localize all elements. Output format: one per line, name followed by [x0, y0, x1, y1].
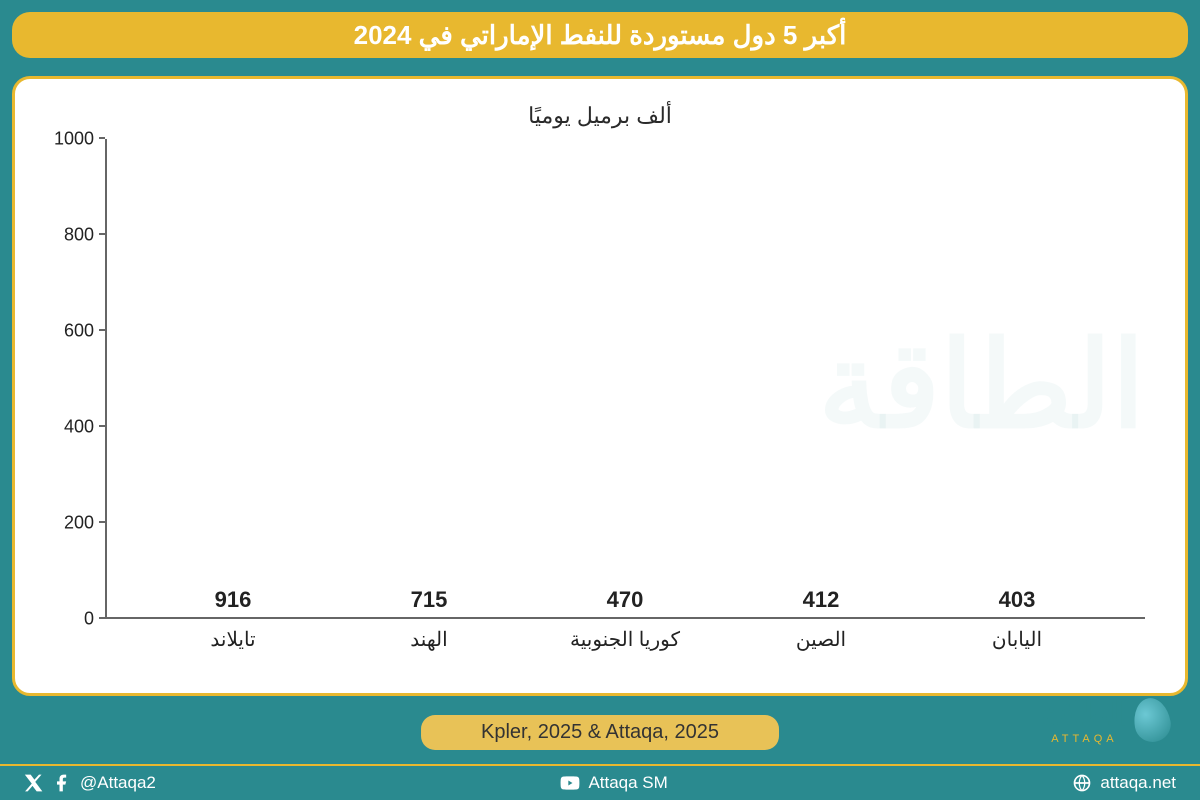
x-axis-labels: اليابان الصين كوريا الجنوبية الهند تايلاند [105, 619, 1145, 652]
bars-container: 916 715 470 412 403 [105, 139, 1145, 619]
chart-subtitle: ألف برميل يوميًا [45, 103, 1155, 129]
x-axis-label: كوريا الجنوبية [555, 627, 695, 652]
source-text: Kpler, 2025 & Attaqa, 2025 [481, 721, 719, 743]
social-handle: @Attaqa2 [80, 773, 156, 793]
y-tick-label: 1000 [44, 129, 94, 150]
social-handle-group: @Attaqa2 [24, 773, 156, 793]
y-tick-label: 0 [44, 609, 94, 630]
title-bar: أكبر 5 دول مستوردة للنفط الإماراتي في 20… [12, 12, 1188, 58]
bar-value-label: 470 [607, 587, 644, 613]
bar-group: 470 [555, 587, 695, 619]
x-twitter-icon [24, 773, 44, 793]
globe-icon [1072, 773, 1092, 793]
y-tick-label: 800 [44, 225, 94, 246]
y-tick-mark [99, 521, 105, 523]
bar-group: 916 [163, 587, 303, 619]
brand-english: ATTAQA [1041, 733, 1128, 745]
website-group: attaqa.net [1072, 773, 1176, 793]
bar-group: 403 [947, 587, 1087, 619]
y-tick-mark [99, 425, 105, 427]
x-axis-label: تايلاند [163, 627, 303, 652]
source-citation: Kpler, 2025 & Attaqa, 2025 [421, 715, 779, 750]
y-tick-mark [99, 329, 105, 331]
bar-group: 412 [751, 587, 891, 619]
brand-logo: الطاقة ATTAQA [1041, 695, 1170, 745]
bar-group: 715 [359, 587, 499, 619]
x-axis-label: اليابان [947, 627, 1087, 652]
bar-value-label: 715 [411, 587, 448, 613]
infographic-container: أكبر 5 دول مستوردة للنفط الإماراتي في 20… [0, 0, 1200, 800]
x-axis-label: الصين [751, 627, 891, 652]
chart-card: الطاقة ألف برميل يوميًا 0200400600800100… [12, 76, 1188, 696]
website-url: attaqa.net [1100, 773, 1176, 793]
y-tick-label: 200 [44, 513, 94, 534]
oil-drop-icon [1130, 695, 1173, 745]
y-tick-label: 400 [44, 417, 94, 438]
facebook-icon [52, 773, 72, 793]
footer-bar: @Attaqa2 Attaqa SM attaqa.net [0, 764, 1200, 800]
y-axis: 02004006008001000 [45, 139, 100, 619]
y-tick-mark [99, 617, 105, 619]
y-tick-label: 600 [44, 321, 94, 342]
x-axis-label: الهند [359, 627, 499, 652]
youtube-handle: Attaqa SM [588, 773, 667, 793]
bar-value-label: 412 [803, 587, 840, 613]
y-tick-mark [99, 233, 105, 235]
bar-value-label: 403 [999, 587, 1036, 613]
youtube-group: Attaqa SM [560, 773, 667, 793]
youtube-icon [560, 773, 580, 793]
bar-value-label: 916 [215, 587, 252, 613]
main-title: أكبر 5 دول مستوردة للنفط الإماراتي في 20… [354, 20, 847, 51]
y-tick-mark [99, 137, 105, 139]
plot-area: 02004006008001000 916715470412403 [105, 139, 1145, 619]
brand-arabic: الطاقة [1041, 695, 1128, 733]
